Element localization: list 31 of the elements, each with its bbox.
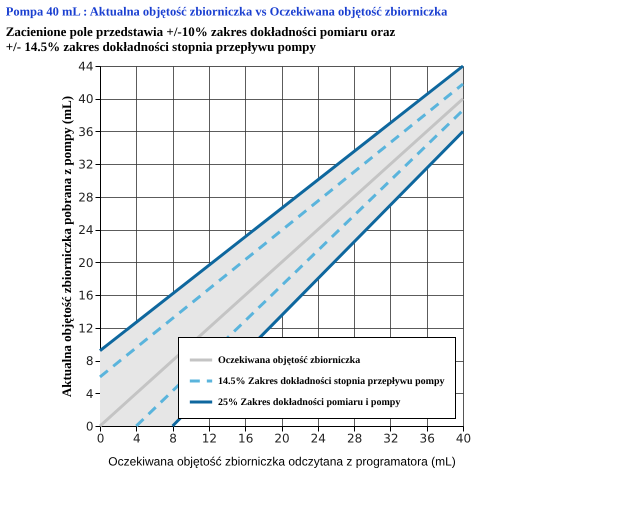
y-tick-label: 44 (78, 60, 94, 74)
x-tick-label: 4 (132, 432, 141, 446)
y-tick-label: 4 (86, 386, 94, 401)
y-tick-label: 32 (78, 158, 94, 172)
legend-label: Oczekiwana objętość zbiorniczka (218, 355, 360, 366)
y-tick-label: 24 (78, 223, 94, 238)
text: Zacienione pole przedstawia +/-10% zakres dokładności pomiaru oraz (6, 24, 396, 39)
x-tick-label: 28 (346, 432, 362, 446)
x-tick-label: 12 (202, 432, 218, 446)
x-tick-label: 32 (383, 432, 399, 446)
x-tick-label: 20 (274, 432, 290, 446)
x-tick-label: 36 (420, 432, 435, 446)
x-tick-label: 0 (96, 432, 104, 446)
y-tick-label: 36 (78, 124, 94, 139)
text: +/- 14.5% zakres dokładności stopnia przepływu pompy (6, 39, 316, 54)
x-tick-label: 16 (238, 432, 254, 446)
y-tick-label: 12 (78, 321, 94, 336)
y-tick-label: 20 (78, 256, 94, 270)
x-tick-label: 8 (169, 432, 177, 446)
legend-label: 25% Zakres dokładności pomiaru i pompy (218, 397, 400, 408)
y-tick-label: 40 (78, 92, 94, 106)
y-tick-label: 8 (86, 354, 94, 368)
y-axis-title: Aktualna objętość zbiorniczka pobrana z pompy (mL) (59, 96, 74, 398)
x-tick-label: 24 (310, 432, 326, 446)
x-tick-label: 40 (456, 432, 472, 446)
x-axis-title: Oczekiwana objętość zbiorniczka odczytana z programatora (mL) (108, 454, 456, 468)
chart-title: Pompa 40 mL : Aktualna objętość zbiorniczka vs Oczekiwana objętość zbiorniczka (6, 4, 448, 18)
y-tick-label: 28 (78, 190, 94, 204)
legend-label: 14.5% Zakres dokładności stopnia przepływu pompy (218, 376, 445, 387)
y-tick-label: 0 (86, 420, 94, 434)
y-tick-label: 16 (78, 288, 94, 303)
